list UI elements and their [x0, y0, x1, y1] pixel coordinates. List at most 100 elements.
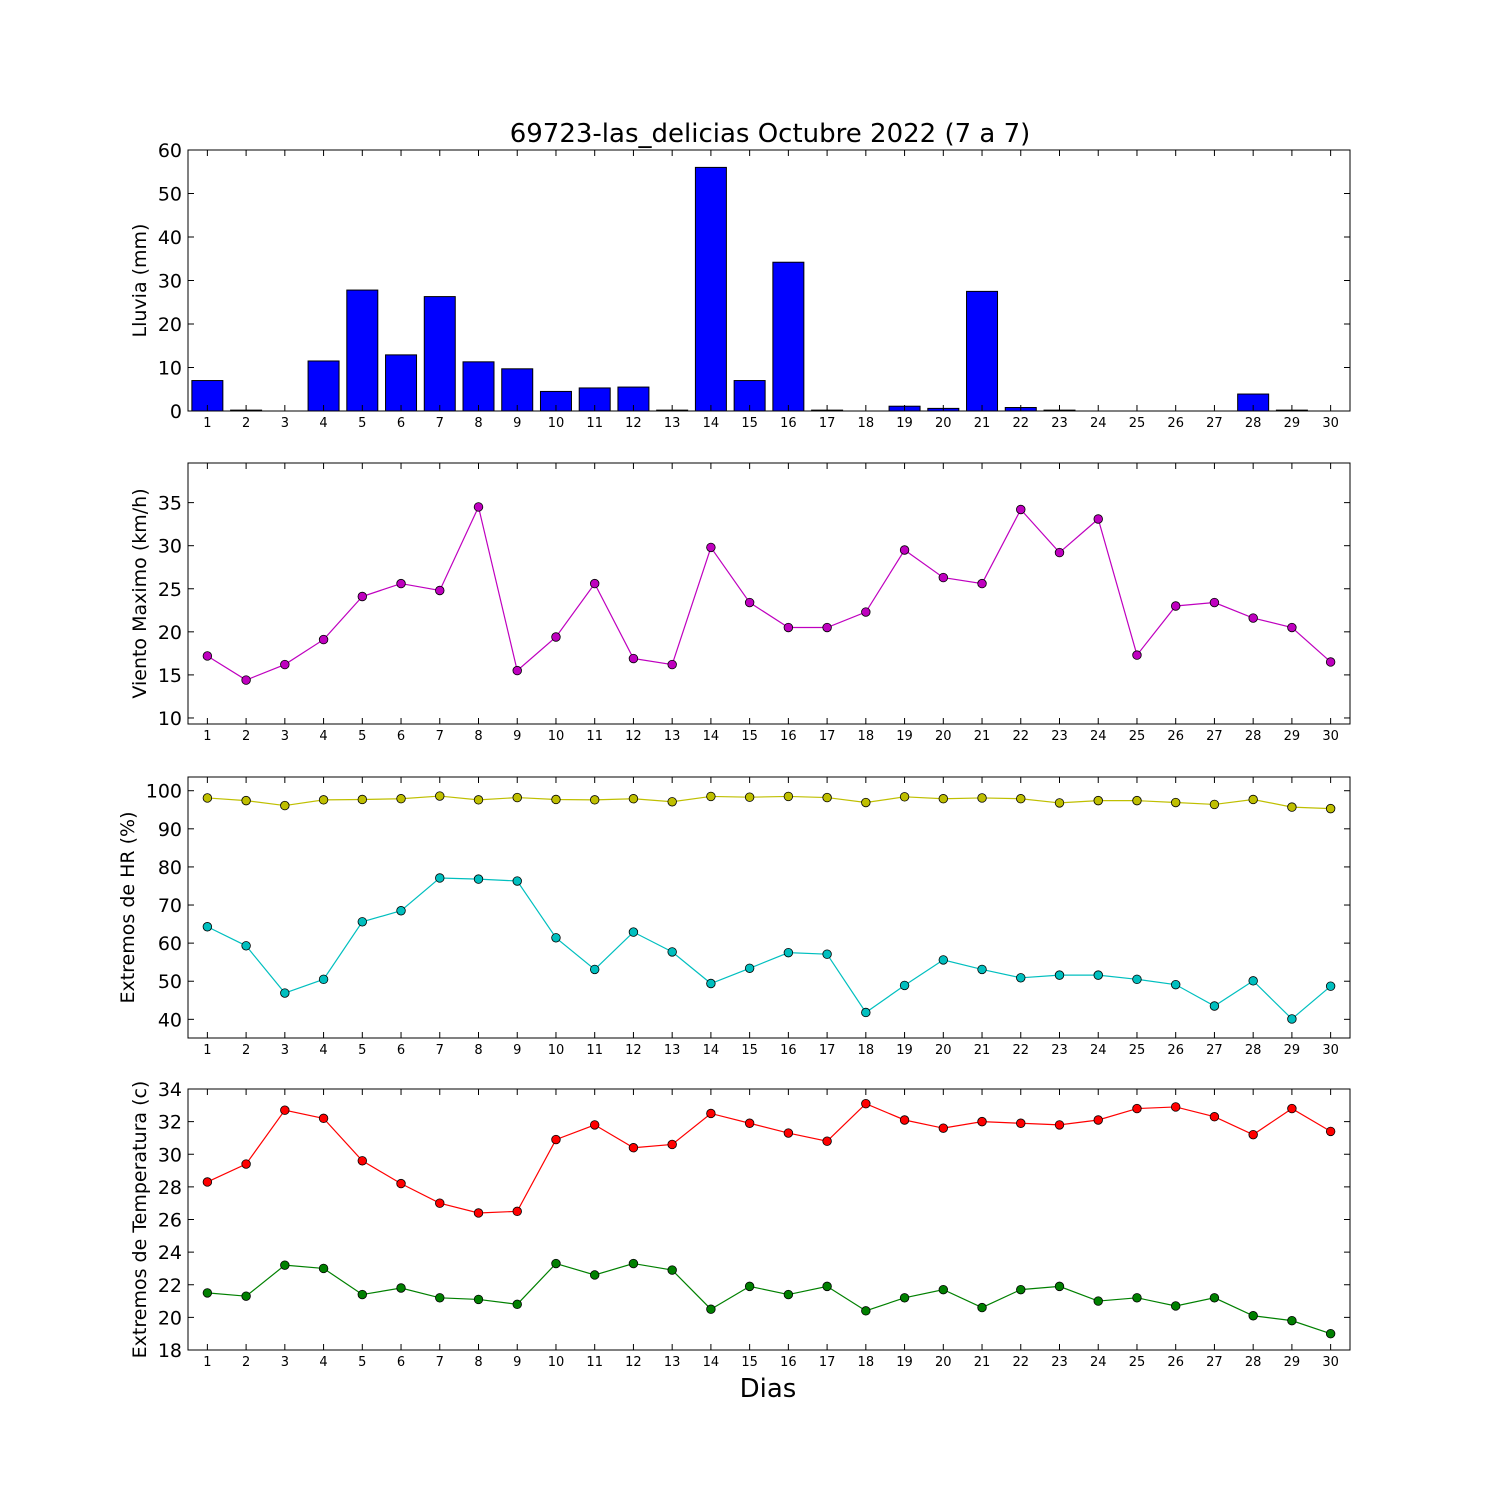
x-tick-label: 9	[513, 1043, 521, 1058]
point-series1-day-12	[628, 653, 639, 664]
point-series1-day-13	[667, 797, 677, 807]
point-series1-day-12	[628, 794, 639, 804]
y-tick-label: 20	[158, 314, 182, 336]
point-series1-day-16	[783, 622, 794, 633]
point-series2-day-7	[435, 1293, 445, 1303]
x-tick-label: 4	[319, 729, 327, 744]
y-tick-label: 28	[158, 1177, 182, 1199]
y-tick-label: 10	[158, 708, 182, 730]
y-axis-label: Extremos de HR (%)	[117, 811, 139, 1003]
point-series2-day-16	[783, 947, 794, 958]
x-tick-label: 27	[1206, 729, 1223, 744]
point-series2-day-11	[590, 964, 600, 975]
plot-frame	[187, 462, 1351, 725]
bar-day-21	[966, 290, 999, 412]
point-series1-day-30	[1325, 657, 1336, 667]
y-tick-label: 60	[158, 140, 182, 162]
point-series1-day-23	[1054, 798, 1065, 808]
y-tick-label: 0	[170, 401, 182, 423]
x-tick-label: 30	[1322, 416, 1339, 431]
x-tick-label: 30	[1322, 1043, 1339, 1058]
x-tick-label: 2	[242, 1355, 250, 1370]
x-tick-label: 7	[436, 416, 444, 431]
x-tick-label: 11	[586, 1355, 603, 1370]
point-series2-day-12	[628, 1258, 639, 1269]
point-series1-day-2	[241, 1159, 251, 1169]
point-series1-day-2	[241, 795, 251, 806]
point-series1-day-30	[1325, 1126, 1336, 1137]
x-tick-label: 4	[319, 1355, 327, 1370]
point-series1-day-19	[899, 545, 910, 555]
bar-day-15	[733, 380, 766, 412]
x-tick-label: 28	[1245, 416, 1262, 431]
y-axis-label: Lluvia (mm)	[129, 224, 151, 338]
bar-day-5	[346, 289, 379, 412]
point-series1-day-11	[590, 578, 600, 589]
x-tick-label: 22	[1012, 1043, 1029, 1058]
point-series2-day-6	[396, 1283, 406, 1293]
point-series2-day-26	[1170, 979, 1181, 990]
point-series2-day-13	[667, 1265, 677, 1275]
x-tick-label: 13	[664, 1355, 681, 1370]
point-series1-day-26	[1170, 1102, 1181, 1112]
y-tick-label: 18	[158, 1340, 182, 1362]
point-series1-day-4	[318, 1113, 329, 1124]
x-tick-label: 10	[548, 416, 565, 431]
y-tick-label: 40	[158, 1009, 182, 1031]
point-series1-day-25	[1132, 795, 1142, 806]
x-tick-label: 5	[358, 1355, 366, 1370]
point-series1-day-16	[783, 1128, 794, 1138]
x-tick-label: 8	[474, 1043, 482, 1058]
x-axis-label: Dias	[740, 1374, 797, 1404]
plot-frame	[187, 776, 1351, 1039]
point-series1-day-24	[1093, 514, 1103, 524]
bar-day-6	[385, 354, 418, 412]
y-tick-label: 100	[146, 781, 182, 803]
x-tick-label: 14	[703, 1355, 720, 1370]
x-tick-label: 7	[436, 729, 444, 744]
x-tick-label: 5	[358, 729, 366, 744]
x-tick-label: 8	[474, 416, 482, 431]
y-tick-label: 80	[158, 857, 182, 879]
x-tick-label: 30	[1322, 729, 1339, 744]
point-series1-day-15	[744, 1118, 755, 1128]
x-tick-label: 14	[703, 1043, 720, 1058]
point-series1-day-13	[667, 659, 677, 670]
x-tick-label: 4	[319, 416, 327, 431]
point-series1-day-17	[822, 1136, 832, 1146]
x-tick-label: 20	[935, 729, 952, 744]
x-tick-label: 11	[586, 416, 603, 431]
x-tick-label: 2	[242, 729, 250, 744]
point-series1-day-28	[1248, 613, 1258, 623]
point-series1-day-21	[977, 793, 987, 803]
x-tick-label: 9	[513, 729, 521, 744]
point-series2-day-19	[899, 1293, 910, 1303]
point-series1-day-11	[590, 1120, 600, 1130]
x-tick-label: 6	[397, 1043, 405, 1058]
y-tick-label: 50	[158, 971, 182, 993]
point-series2-day-29	[1287, 1315, 1297, 1326]
point-series1-day-14	[706, 1108, 716, 1119]
y-tick-label: 50	[158, 184, 182, 206]
point-series1-day-29	[1287, 802, 1297, 812]
point-series1-day-20	[938, 794, 949, 804]
x-tick-label: 13	[664, 729, 681, 744]
point-series2-day-22	[1016, 1284, 1026, 1295]
point-series2-day-10	[551, 933, 561, 943]
x-tick-label: 22	[1012, 1355, 1029, 1370]
x-tick-label: 19	[896, 1043, 913, 1058]
bar-day-14	[694, 166, 727, 412]
x-tick-label: 10	[548, 1043, 565, 1058]
bar-day-4	[307, 360, 340, 412]
y-tick-label: 34	[158, 1079, 182, 1101]
point-series1-day-4	[318, 634, 329, 645]
x-tick-label: 13	[664, 416, 681, 431]
series-line-1	[207, 505, 1332, 681]
x-tick-label: 20	[935, 1043, 952, 1058]
x-tick-label: 3	[281, 416, 289, 431]
point-series2-day-16	[783, 1289, 794, 1300]
y-tick-label: 30	[158, 536, 182, 558]
point-series1-day-30	[1325, 803, 1336, 814]
point-series2-day-18	[861, 1306, 871, 1316]
